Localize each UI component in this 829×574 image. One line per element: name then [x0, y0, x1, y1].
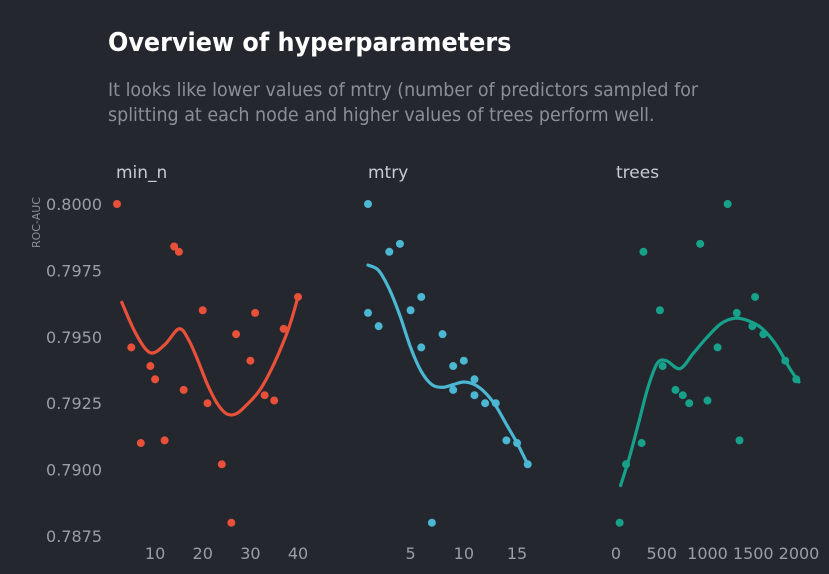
data-point — [748, 322, 757, 331]
x-tick-label: 1500 — [733, 544, 774, 563]
data-point — [246, 356, 255, 365]
data-point — [732, 308, 741, 317]
data-point — [270, 396, 279, 405]
data-point — [491, 399, 500, 408]
x-tick-label: 10 — [454, 544, 474, 563]
data-point — [174, 247, 183, 256]
facet-panels: min_n 10 20 30 40 mtry 5 10 15 trees 0 500 1000 1500 2… — [113, 163, 819, 563]
facet-label: min_n — [116, 163, 167, 183]
data-point — [260, 391, 269, 400]
data-point — [513, 439, 522, 448]
data-point — [658, 362, 667, 371]
panel-mtry: mtry 5 10 15 — [364, 163, 532, 563]
x-tick-label: 1000 — [687, 544, 728, 563]
data-point — [395, 239, 404, 248]
facet-label: mtry — [368, 163, 408, 183]
data-point — [781, 356, 790, 365]
y-axis-label: ROC-AUC — [30, 197, 43, 248]
data-point — [227, 518, 236, 527]
x-tick-label: 40 — [288, 544, 308, 563]
data-point — [151, 375, 160, 384]
y-tick-label: 0.7875 — [46, 527, 102, 546]
chart-subtitle: It looks like lower values of mtry (numb… — [108, 79, 699, 126]
data-point — [459, 356, 468, 365]
data-point — [759, 330, 768, 339]
panel-trees: trees 0 500 1000 1500 2000 — [611, 163, 819, 563]
data-point — [127, 343, 136, 352]
data-point — [160, 436, 169, 445]
facet-label: trees — [616, 163, 659, 183]
data-point — [417, 343, 426, 352]
data-point — [364, 308, 372, 317]
data-point — [136, 439, 145, 448]
x-tick-label: 10 — [145, 544, 165, 563]
data-point — [203, 399, 212, 408]
data-point — [374, 322, 383, 331]
smooth-trend-line — [366, 263, 530, 466]
y-axis-ticks: 0.8000 0.7975 0.7950 0.7925 0.7900 0.7875 — [46, 195, 102, 546]
x-tick-label: 20 — [193, 544, 213, 563]
y-tick-label: 0.7950 — [46, 328, 102, 347]
data-point — [113, 200, 121, 208]
data-point — [364, 200, 372, 208]
data-point — [502, 436, 511, 445]
smooth-trend-line — [619, 316, 801, 488]
data-point — [449, 385, 458, 394]
data-point — [622, 460, 631, 469]
data-point — [279, 324, 288, 333]
data-point — [198, 306, 207, 315]
x-tick-label: 2000 — [779, 544, 820, 563]
data-point — [637, 439, 646, 448]
data-point — [406, 306, 415, 315]
data-point — [470, 391, 479, 400]
data-point — [678, 391, 687, 400]
data-point — [639, 247, 648, 256]
data-point — [671, 385, 680, 394]
x-tick-label: 0 — [611, 544, 621, 563]
data-point — [146, 362, 155, 371]
data-point — [751, 292, 760, 301]
smooth-trend-line — [120, 295, 300, 417]
data-point — [417, 292, 426, 301]
data-point — [735, 436, 744, 445]
data-point — [792, 375, 801, 384]
data-point — [655, 306, 664, 315]
data-point — [696, 239, 705, 248]
data-point — [427, 518, 436, 527]
data-point — [723, 200, 732, 208]
data-point — [615, 518, 624, 527]
y-tick-label: 0.7900 — [46, 461, 102, 480]
y-tick-label: 0.7975 — [46, 261, 102, 280]
data-point — [481, 399, 490, 408]
data-point — [470, 375, 479, 384]
x-tick-label: 15 — [507, 544, 527, 563]
data-point — [232, 330, 241, 339]
y-tick-label: 0.8000 — [46, 195, 102, 214]
data-point — [703, 396, 712, 405]
data-point — [438, 330, 447, 339]
data-point — [294, 292, 302, 301]
x-tick-label: 30 — [240, 544, 260, 563]
data-point — [217, 460, 226, 469]
data-point — [179, 385, 188, 394]
data-point — [385, 247, 394, 256]
panel-min-n: min_n 10 20 30 40 — [113, 163, 308, 563]
data-point — [713, 343, 722, 352]
y-tick-label: 0.7925 — [46, 394, 102, 413]
x-tick-label: 5 — [405, 544, 415, 563]
data-point — [449, 362, 458, 371]
data-point — [523, 460, 532, 469]
data-point — [170, 242, 179, 251]
data-point — [685, 399, 694, 408]
data-point — [251, 308, 260, 317]
chart-title: Overview of hyperparameters — [108, 28, 512, 58]
x-tick-label: 500 — [646, 544, 677, 563]
